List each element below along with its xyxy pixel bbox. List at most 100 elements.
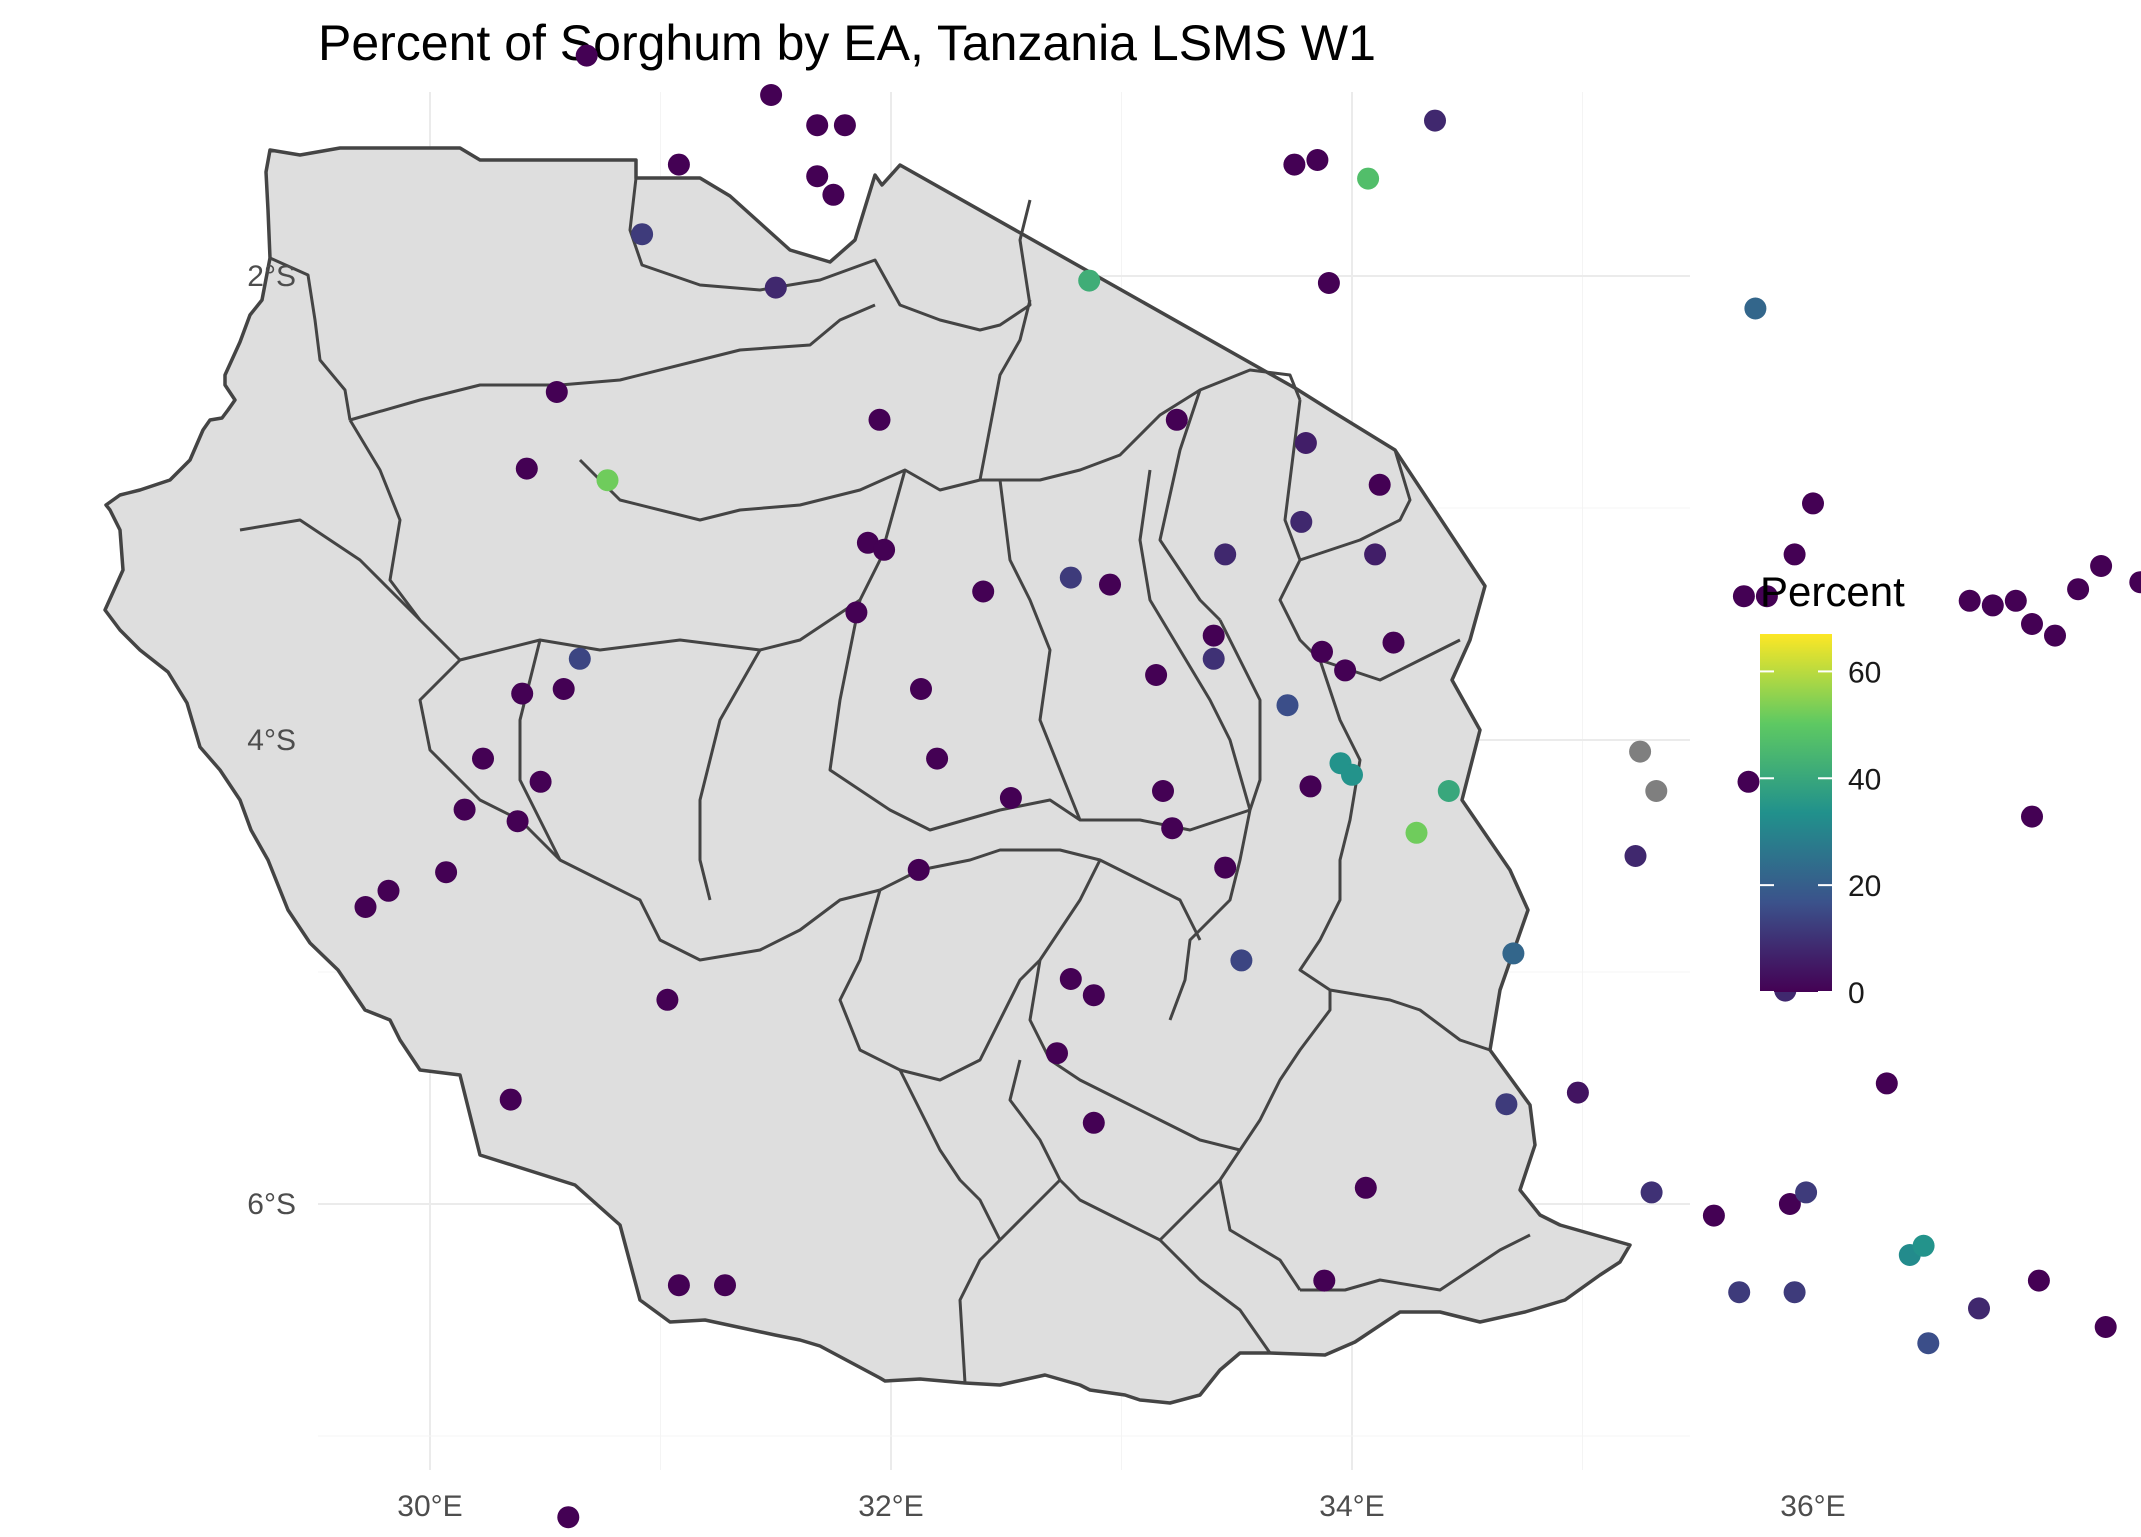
legend-tick-label: 60 <box>1848 656 1881 689</box>
ea-point <box>1306 149 1329 171</box>
ea-point <box>1317 272 1340 294</box>
ea-point <box>1313 1269 1336 1292</box>
ea-point <box>656 988 679 1011</box>
ea-point <box>1354 1176 1377 1199</box>
ea-point <box>1082 1111 1105 1134</box>
ea-point <box>575 44 598 67</box>
ea-point <box>354 896 377 918</box>
legend: 0 20 40 60 <box>1760 634 1881 1010</box>
ea-point <box>1364 543 1387 566</box>
ea-point <box>1640 1181 1663 1204</box>
ea-point <box>552 678 575 700</box>
legend-ticks: 0 20 40 60 <box>1760 656 1881 1010</box>
ea-point <box>1875 1072 1898 1095</box>
ea-point <box>1624 845 1647 867</box>
region-boundary <box>239 518 422 622</box>
x-tick-label: 36°E <box>1780 1490 1845 1523</box>
ea-point <box>1311 640 1333 663</box>
ea-point <box>1294 432 1317 454</box>
ea-point <box>1912 1234 1935 1257</box>
legend-tick-label: 40 <box>1848 763 1881 796</box>
ea-point <box>873 538 896 561</box>
region-boundary <box>978 299 1032 481</box>
ea-point <box>926 747 949 770</box>
ea-point <box>1145 664 1168 686</box>
ea-point <box>972 580 995 603</box>
ea-point <box>596 469 619 492</box>
ea-point <box>568 647 591 670</box>
ea-point <box>806 114 829 137</box>
ea-point <box>1152 780 1174 802</box>
ea-point <box>714 1274 736 1297</box>
ea-point <box>806 165 829 188</box>
y-tick-label: 6°S <box>247 1188 296 1221</box>
region-boundary <box>518 639 562 861</box>
region-boundary <box>1158 1238 1272 1354</box>
axis-labels: 30°E32°E34°E36°E38°E40°E2°S4°S6°S8°S10°S… <box>247 260 1845 1523</box>
ea-point <box>435 861 458 884</box>
ea-point <box>499 1088 522 1111</box>
y-tick-label: 2°S <box>247 260 296 293</box>
ea-point <box>1968 1297 1990 1320</box>
ea-point <box>545 381 568 403</box>
region-boundary <box>1138 469 1252 811</box>
ea-point <box>2044 624 2066 647</box>
ea-point <box>1981 594 2004 617</box>
ea-point <box>1795 1181 1818 1204</box>
ea-point <box>2090 555 2113 577</box>
ea-point <box>1082 984 1105 1007</box>
ea-point <box>1078 269 1101 292</box>
ea-point <box>1059 566 1082 589</box>
ea-point <box>1502 942 1525 965</box>
ea-point <box>1059 968 1082 990</box>
ea-point <box>1161 817 1184 840</box>
map-title: Percent of Sorghum by EA, Tanzania LSMS … <box>318 15 1376 71</box>
ea-point <box>822 183 845 206</box>
ea-point <box>2094 1316 2117 1338</box>
legend-colorbar <box>1760 634 1832 992</box>
region-boundary <box>1299 449 1412 562</box>
ea-point <box>1802 492 1824 515</box>
region-boundary <box>998 479 1082 821</box>
ea-point <box>1566 1081 1589 1104</box>
region-boundary <box>958 1178 1062 1384</box>
ea-point <box>2129 571 2141 594</box>
ea-point <box>910 678 932 700</box>
ea-point <box>1437 780 1460 802</box>
ea-point <box>377 879 400 902</box>
ea-point <box>1341 763 1363 786</box>
ea-point <box>1276 694 1299 717</box>
ea-point <box>529 770 552 793</box>
ea-point <box>1783 1281 1806 1304</box>
tanzania-outline <box>103 146 1632 1405</box>
ea-point <box>868 408 891 431</box>
region-boundary <box>1300 1233 1531 1292</box>
ea-point <box>1755 585 1778 608</box>
ea-point <box>631 223 654 246</box>
x-tick-label: 32°E <box>858 1490 923 1523</box>
region-boundary <box>628 177 1032 332</box>
region-boundary <box>828 599 1251 832</box>
ea-point <box>2027 1269 2050 1292</box>
points-layer <box>354 44 2141 1529</box>
ea-point <box>2004 589 2027 612</box>
ea-point <box>506 810 529 833</box>
ea-point <box>1629 740 1652 763</box>
ea-point <box>453 798 476 821</box>
ea-point <box>1334 659 1357 682</box>
ea-point <box>511 682 534 705</box>
region-boundary <box>980 368 1302 482</box>
region-boundary <box>1028 959 1241 1152</box>
region-boundary <box>349 303 876 422</box>
ea-point <box>1368 473 1391 496</box>
region-boundary <box>879 848 1202 941</box>
region-boundary <box>1298 659 1491 1052</box>
ea-point <box>833 114 856 137</box>
region-boundary <box>838 859 1102 1082</box>
ea-point <box>2021 805 2043 828</box>
ea-point <box>1783 543 1806 566</box>
ea-point <box>557 1506 580 1529</box>
ea-point <box>1214 856 1237 879</box>
